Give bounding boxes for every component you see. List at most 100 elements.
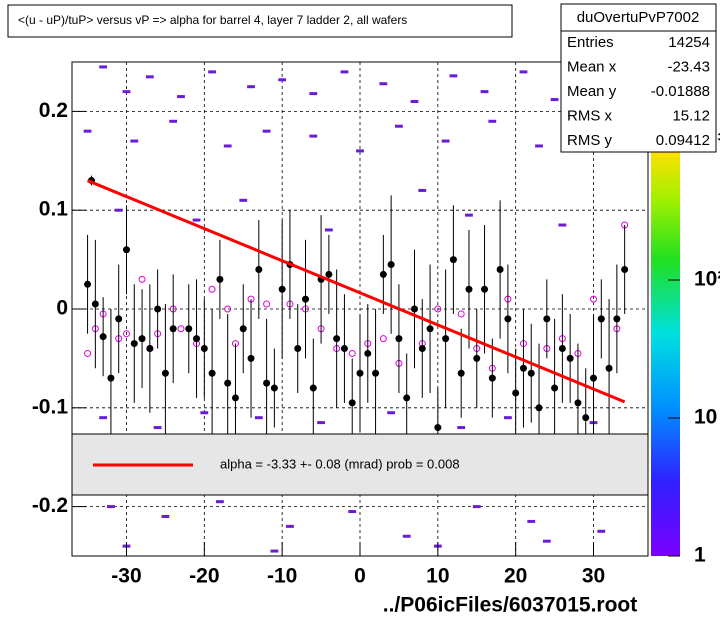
stats-label: Mean y bbox=[567, 83, 617, 100]
profile-point bbox=[154, 305, 162, 313]
profile-point bbox=[442, 335, 450, 343]
histogram-cell bbox=[286, 524, 294, 528]
histogram-cell bbox=[114, 208, 123, 212]
profile-point bbox=[590, 374, 598, 382]
profile-point bbox=[426, 325, 434, 333]
histogram-cell bbox=[145, 75, 154, 79]
profile-point bbox=[449, 256, 457, 264]
profile-point bbox=[372, 369, 380, 377]
stats-value: 15.12 bbox=[672, 107, 710, 124]
x-tick-label: 20 bbox=[504, 565, 527, 588]
profile-point bbox=[527, 369, 535, 377]
profile-point bbox=[566, 354, 574, 362]
profile-point bbox=[535, 404, 543, 412]
histogram-cell bbox=[215, 500, 224, 504]
histogram-cell bbox=[558, 223, 567, 227]
histogram-cell bbox=[200, 411, 209, 415]
histogram-cell bbox=[418, 188, 427, 192]
profile-point bbox=[270, 384, 278, 392]
file-footer: ../P06icFiles/6037015.root bbox=[383, 594, 637, 617]
histogram-cell bbox=[99, 65, 108, 69]
profile-point bbox=[107, 374, 115, 382]
histogram-cell bbox=[177, 95, 185, 99]
stats-label: RMS y bbox=[567, 132, 613, 149]
x-tick-label: 30 bbox=[582, 565, 605, 588]
x-tick-label: -10 bbox=[267, 565, 297, 588]
profile-point bbox=[115, 315, 123, 323]
profile-point bbox=[481, 285, 489, 293]
marker bbox=[138, 275, 146, 283]
profile-point bbox=[395, 335, 403, 343]
histogram-cell bbox=[340, 70, 349, 74]
profile-point bbox=[512, 389, 520, 397]
histogram-cell bbox=[309, 92, 318, 96]
stats-value: 14254 bbox=[668, 34, 710, 51]
histogram-cell bbox=[223, 144, 232, 148]
marker bbox=[122, 330, 130, 338]
x-tick-label: 10 bbox=[426, 565, 449, 588]
profile-point bbox=[356, 369, 364, 377]
histogram-cell bbox=[387, 411, 396, 415]
profile-point bbox=[364, 349, 372, 357]
histogram-cell bbox=[83, 129, 92, 133]
profile-point bbox=[99, 333, 107, 341]
x-tick-label: -30 bbox=[111, 565, 141, 588]
histogram-cell bbox=[379, 82, 388, 86]
histogram-cell bbox=[402, 534, 411, 538]
histogram-cell bbox=[503, 416, 512, 420]
y-tick-label: 0 bbox=[56, 297, 68, 320]
histogram-cell bbox=[99, 416, 108, 420]
stats-title: duOvertuPvP7002 bbox=[577, 9, 700, 26]
z-tick-label: 10² bbox=[694, 268, 720, 291]
histogram-cell bbox=[356, 149, 364, 153]
histogram-cell bbox=[441, 139, 450, 143]
x-tick-label: 0 bbox=[354, 565, 366, 588]
stats-frame bbox=[560, 3, 717, 153]
chart-title: <(u - uP)/tuP> versus vP => alpha for ba… bbox=[18, 13, 407, 27]
profile-point bbox=[325, 270, 333, 278]
stats-label: Entries bbox=[567, 34, 614, 51]
histogram-cell bbox=[480, 90, 489, 94]
marker bbox=[590, 295, 598, 303]
histogram-cell bbox=[550, 98, 559, 102]
histogram-cell bbox=[262, 129, 271, 133]
histogram-cell bbox=[542, 539, 551, 543]
profile-point bbox=[418, 345, 426, 353]
profile-point bbox=[185, 325, 193, 333]
stats-label: RMS x bbox=[567, 107, 613, 124]
profile-point bbox=[84, 280, 92, 288]
profile-point bbox=[379, 270, 387, 278]
histogram-cell bbox=[247, 85, 255, 89]
histogram-cell bbox=[597, 529, 606, 533]
profile-point bbox=[574, 399, 582, 407]
stats-value: 0.09412 bbox=[656, 132, 710, 149]
marker bbox=[84, 349, 92, 357]
marker bbox=[224, 305, 232, 313]
profile-point bbox=[294, 345, 302, 353]
stats-value: -0.01888 bbox=[651, 83, 710, 100]
histogram-cell bbox=[465, 213, 473, 217]
histogram-cell bbox=[488, 119, 497, 123]
profile-point bbox=[122, 246, 130, 254]
profile-point bbox=[558, 345, 566, 353]
profile-point bbox=[247, 354, 255, 362]
profile-point bbox=[605, 364, 613, 372]
profile-point bbox=[519, 364, 527, 372]
profile-point bbox=[333, 335, 341, 343]
marker bbox=[208, 285, 216, 293]
profile-point bbox=[216, 275, 224, 283]
profile-point bbox=[169, 325, 177, 333]
histogram-cell bbox=[270, 549, 279, 553]
marker bbox=[177, 325, 185, 333]
fit-legend-text: alpha = -3.33 +- 0.08 (mrad) prob = 0.00… bbox=[220, 456, 460, 471]
profile-point bbox=[239, 325, 247, 333]
profile-point bbox=[278, 285, 286, 293]
histogram-cell bbox=[254, 416, 263, 420]
profile-point bbox=[161, 369, 169, 377]
histogram-cell bbox=[208, 70, 217, 74]
profile-point bbox=[465, 285, 473, 293]
profile-point bbox=[582, 414, 590, 422]
profile-point bbox=[255, 265, 263, 273]
profile-point bbox=[410, 305, 418, 313]
stats-box: duOvertuPvP7002 Entries 14254 Mean x -23.43… bbox=[560, 3, 717, 153]
